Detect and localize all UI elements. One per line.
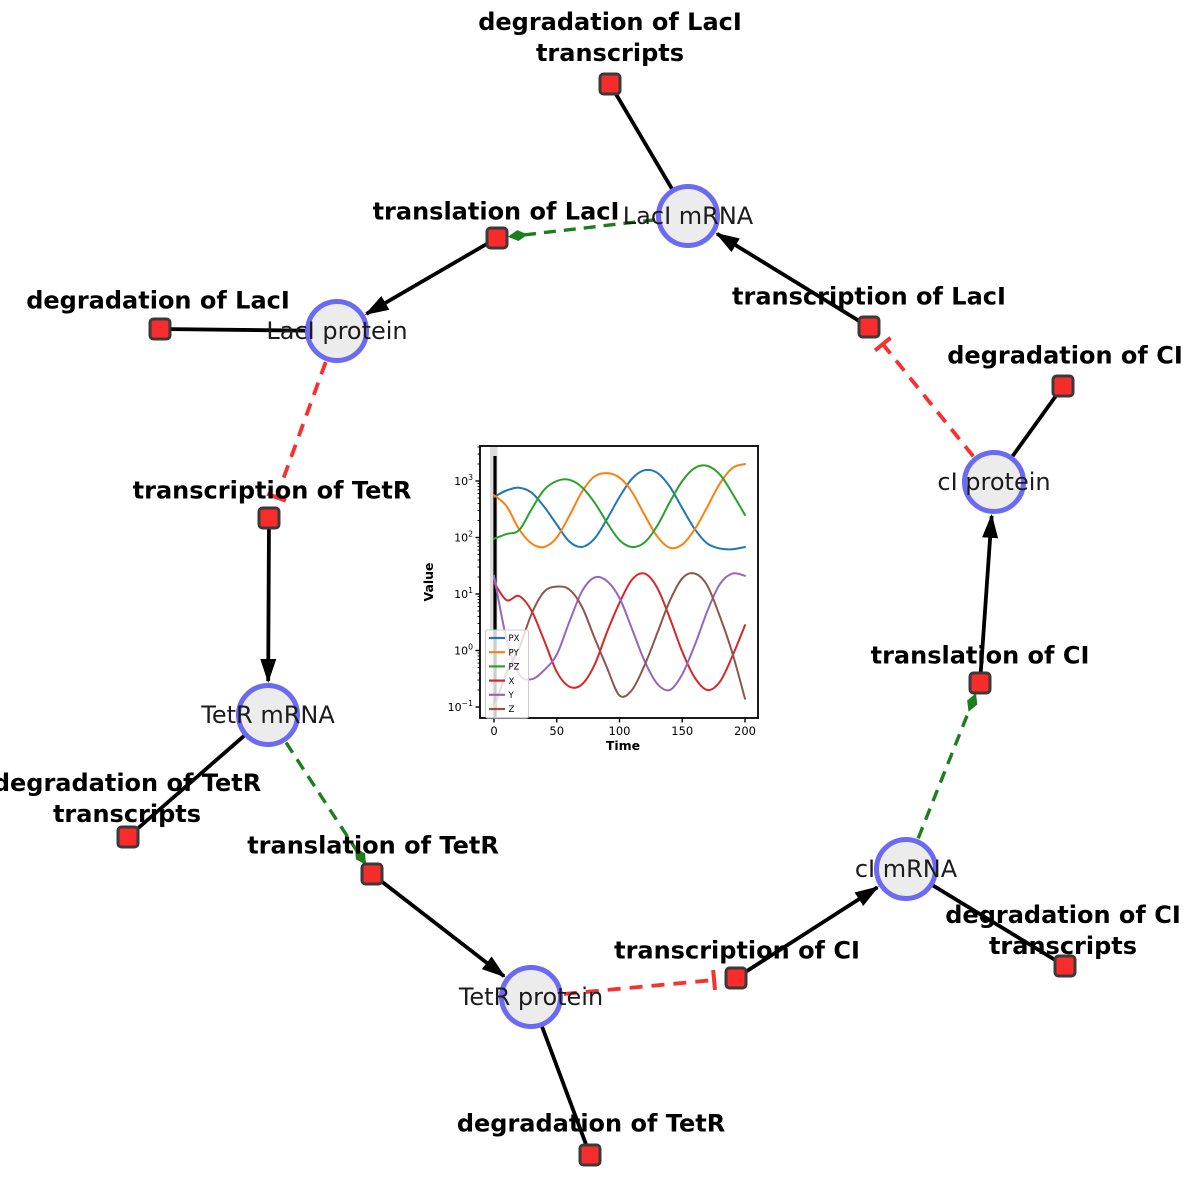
series-line-Y [493, 572, 746, 692]
legend-label-PY: PY [509, 648, 520, 658]
reaction-label-tr_ci: transcription of CI [614, 936, 860, 965]
x-tick-label: 150 [671, 724, 693, 738]
reaction-node-deg_tetr[interactable] [578, 1143, 602, 1167]
species-label-laci_mrna: LacI mRNA [622, 202, 754, 230]
series-line-PZ [493, 464, 746, 549]
y-tick-label: 102 [454, 530, 473, 545]
reaction-node-deg_ci[interactable] [1051, 374, 1075, 398]
edge-activation-laci_mrna-tl_laci [507, 218, 656, 242]
x-axis-title: Time [606, 738, 640, 753]
edge-production-tl_ci-ci_protein [978, 513, 999, 684]
series-line-PX [493, 468, 746, 551]
legend-box [485, 629, 529, 719]
species-label-tetr_mrna: TetR mRNA [201, 701, 335, 729]
reaction-label-deg_tetr_tx: degradation of TetR transcripts [0, 769, 262, 828]
edge-inhibition-laci_protein-tr_tetr [266, 361, 328, 503]
edge-production-tr_ci-ci_mrna [734, 885, 880, 980]
species-node-ci_mrna[interactable] [874, 837, 938, 901]
reaction-node-tl_laci[interactable] [485, 226, 509, 250]
reaction-label-deg_laci_tx: degradation of LacI transcripts [478, 8, 742, 67]
species-label-laci_protein: LacI protein [266, 317, 408, 345]
x-tick-label: 100 [609, 724, 631, 738]
species-node-tetr_mrna[interactable] [236, 683, 300, 747]
x-tick-label: 50 [549, 724, 564, 738]
legend-label-PZ: PZ [509, 663, 520, 673]
reaction-label-deg_tetr: degradation of TetR [456, 1109, 726, 1138]
reaction-label-tr_tetr: transcription of TetR [132, 476, 412, 505]
species-node-laci_protein[interactable] [305, 299, 369, 363]
reaction-node-deg_tetr_tx[interactable] [116, 825, 140, 849]
reaction-node-tl_ci[interactable] [968, 671, 992, 695]
edge-activation-ci_mrna-tl_ci [916, 693, 978, 839]
reaction-label-tr_laci: transcription of LacI [732, 282, 1006, 311]
reaction-node-tr_laci[interactable] [857, 315, 881, 339]
reaction-node-deg_ci_tx[interactable] [1053, 954, 1077, 978]
series-line-PY [493, 463, 746, 550]
species-label-tetr_protein: TetR protein [458, 983, 604, 1011]
x-tick-label: 200 [734, 724, 756, 738]
species-label-ci_protein: cI protein [937, 468, 1051, 496]
reaction-label-tl_laci: translation of LacI [372, 197, 620, 226]
plot-area [490, 446, 746, 718]
species-node-laci_mrna[interactable] [656, 184, 720, 248]
reaction-label-deg_ci: degradation of CI [947, 341, 1183, 370]
reaction-node-tr_ci[interactable] [724, 966, 748, 990]
reaction-label-deg_laci: degradation of LacI [26, 286, 290, 315]
legend-label-Y: Y [508, 691, 515, 701]
edge-production-tl_tetr-tetr_protein [370, 872, 506, 978]
legend-label-X: X [509, 677, 515, 687]
reaction-label-deg_ci_tx: degradation of CI transcripts [945, 901, 1181, 960]
edge-activation-tetr_mrna-tl_tetr [284, 741, 367, 865]
legend-label-Z: Z [509, 705, 515, 715]
species-label-ci_mrna: cI mRNA [854, 855, 958, 883]
species-node-ci_protein[interactable] [962, 450, 1026, 514]
species-node-tetr_protein[interactable] [499, 965, 563, 1029]
legend-label-PX: PX [509, 634, 520, 644]
reaction-label-tl_tetr: translation of TetR [247, 831, 499, 860]
x-tick-label: 0 [490, 724, 497, 738]
edge-production-tl_laci-laci_protein [364, 236, 498, 316]
y-tick-label: 100 [454, 643, 473, 658]
reaction-node-tr_tetr[interactable] [257, 506, 281, 530]
timecourse-chart: 103 102 101 100 10−1 0 50 100 150 200 Time Value PX P… [421, 445, 759, 753]
series-line-X [493, 572, 746, 692]
y-tick-label: 10−1 [448, 699, 473, 714]
edge-inhibition-ci_protein-tr_laci [873, 336, 975, 458]
reaction-node-deg_laci[interactable] [148, 317, 172, 341]
y-axis-title: Value [421, 562, 436, 601]
edge-production-tr_tetr-tetr_mrna [260, 517, 277, 684]
edge-production-tr_laci-laci_mrna [715, 232, 870, 329]
reaction-node-tl_tetr[interactable] [360, 862, 384, 886]
series-line-Z [493, 572, 746, 710]
reaction-node-deg_laci_tx[interactable] [598, 72, 622, 96]
y-tick-label: 101 [454, 586, 473, 601]
y-tick-label: 103 [454, 473, 473, 488]
reaction-label-tl_ci: translation of CI [870, 641, 1090, 670]
edge-inhibition-tetr_protein-tr_ci [563, 969, 718, 996]
